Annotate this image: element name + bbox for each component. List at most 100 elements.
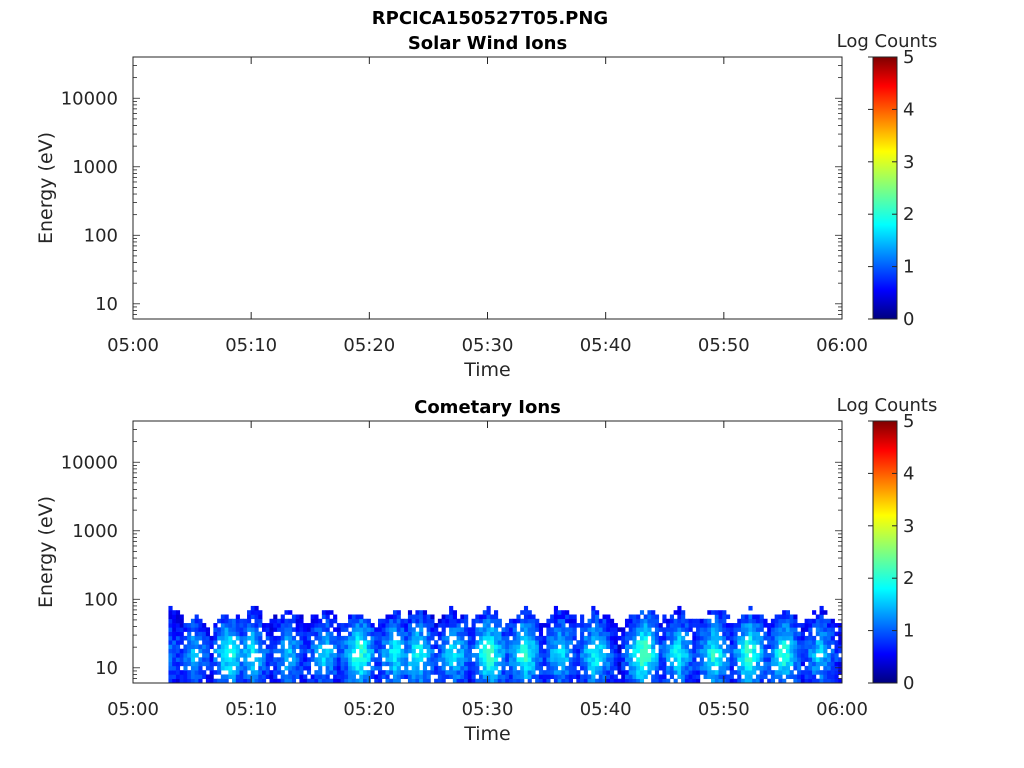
spectrogram-cell bbox=[284, 635, 289, 641]
spectrogram-cell bbox=[729, 665, 734, 671]
spectrogram-cell bbox=[583, 640, 588, 645]
spectrogram-cell bbox=[770, 661, 776, 667]
spectrogram-cell bbox=[740, 665, 746, 671]
spectrogram-cell bbox=[808, 648, 813, 654]
spectrogram-cell bbox=[490, 644, 495, 650]
spectrogram-cell bbox=[752, 627, 757, 632]
spectrogram-cell bbox=[505, 644, 510, 650]
spectrogram-cell bbox=[378, 661, 383, 667]
spectrogram-cell bbox=[336, 678, 341, 684]
spectrogram-cell bbox=[782, 657, 787, 662]
spectrogram-cell bbox=[624, 635, 630, 641]
spectrogram-cell bbox=[520, 623, 525, 628]
spectrogram-cell bbox=[669, 661, 675, 667]
spectrogram-cell bbox=[662, 631, 667, 637]
spectrogram-cell bbox=[595, 631, 600, 637]
spectrogram-cell bbox=[381, 670, 386, 675]
spectrogram-cell bbox=[602, 670, 607, 675]
spectrogram-cell bbox=[392, 610, 398, 615]
spectrogram-cell bbox=[194, 618, 199, 624]
spectrogram-cell bbox=[351, 623, 356, 628]
spectrogram-cell bbox=[497, 670, 502, 675]
spectrogram-cell bbox=[827, 644, 832, 650]
spectrogram-cell bbox=[284, 623, 289, 628]
spectrogram-cell bbox=[546, 670, 551, 675]
spectrogram-cell bbox=[572, 627, 577, 632]
spectrogram-cell bbox=[561, 631, 566, 637]
spectrogram-cell bbox=[456, 623, 461, 628]
spectrogram-cell bbox=[291, 674, 297, 680]
spectrogram-cell bbox=[434, 631, 439, 637]
spectrogram-cell bbox=[797, 640, 802, 645]
spectrogram-cell bbox=[325, 623, 330, 628]
spectrogram-cell bbox=[800, 657, 805, 662]
spectrogram-cell bbox=[247, 678, 252, 684]
spectrogram-cell bbox=[258, 644, 263, 650]
spectrogram-cell bbox=[546, 678, 551, 684]
spectrogram-cell bbox=[303, 661, 308, 667]
spectrogram-cell bbox=[460, 618, 465, 624]
spectrogram-cell bbox=[183, 635, 188, 641]
spectrogram-cell bbox=[550, 665, 555, 671]
spectrogram-cell bbox=[344, 657, 349, 662]
spectrogram-cell bbox=[306, 623, 312, 628]
spectrogram-cell bbox=[179, 627, 184, 632]
spectrogram-cell bbox=[520, 670, 525, 675]
spectrogram-cell bbox=[419, 618, 424, 624]
spectrogram-cell bbox=[404, 657, 409, 662]
spectrogram-cell bbox=[220, 640, 225, 645]
spectrogram-cell bbox=[258, 631, 263, 637]
spectrogram-cell bbox=[415, 614, 420, 620]
spectrogram-cell bbox=[542, 657, 547, 662]
spectrogram-cell bbox=[340, 640, 345, 645]
spectrogram-cell bbox=[172, 670, 177, 675]
spectrogram-cell bbox=[460, 665, 465, 671]
spectrogram-cell bbox=[546, 623, 551, 628]
spectrogram-cell bbox=[770, 648, 776, 654]
spectrogram-cell bbox=[318, 657, 323, 662]
spectrogram-cell bbox=[243, 678, 248, 684]
spectrogram-cell bbox=[838, 670, 843, 675]
spectrogram-cell bbox=[696, 618, 701, 624]
spectrogram-cell bbox=[535, 661, 540, 667]
y-tick-label: 1000 bbox=[72, 521, 118, 542]
spectrogram-cell bbox=[815, 618, 820, 624]
spectrogram-cell bbox=[591, 670, 596, 675]
spectrogram-cell bbox=[699, 657, 704, 662]
spectrogram-cell bbox=[359, 644, 364, 650]
spectrogram-cell bbox=[464, 618, 469, 624]
spectrogram-cell bbox=[284, 610, 289, 615]
spectrogram-cell bbox=[187, 674, 192, 680]
spectrogram-cell bbox=[179, 640, 184, 645]
spectrogram-cell bbox=[748, 605, 753, 611]
spectrogram-cell bbox=[190, 648, 196, 654]
spectrogram-cell bbox=[475, 640, 480, 645]
spectrogram-cell bbox=[793, 644, 798, 650]
spectrogram-cell bbox=[202, 661, 207, 667]
spectrogram-cell bbox=[434, 640, 439, 645]
spectrogram-cell bbox=[490, 614, 495, 620]
spectrogram-cell bbox=[426, 623, 431, 628]
spectrogram-cell bbox=[437, 623, 443, 628]
spectrogram-cell bbox=[479, 618, 484, 624]
spectrogram-cell bbox=[711, 661, 716, 667]
spectrogram-cell bbox=[759, 640, 764, 645]
spectrogram-cell bbox=[419, 610, 424, 615]
spectrogram-cell bbox=[595, 614, 600, 620]
spectrogram-cell bbox=[426, 644, 431, 650]
spectrogram-cell bbox=[217, 661, 222, 667]
spectrogram-cell bbox=[445, 618, 450, 624]
spectrogram-cell bbox=[220, 678, 225, 684]
spectrogram-cell bbox=[344, 648, 349, 654]
spectrogram-cell bbox=[632, 640, 637, 645]
spectrogram-cell bbox=[205, 644, 211, 650]
spectrogram-cell bbox=[591, 631, 596, 637]
spectrogram-cell bbox=[553, 657, 559, 662]
spectrogram-cell bbox=[591, 627, 596, 632]
spectrogram-cell bbox=[273, 614, 278, 620]
spectrogram-cell bbox=[378, 644, 383, 650]
spectrogram-cell bbox=[707, 670, 712, 675]
spectrogram-cell bbox=[797, 665, 802, 671]
spectrogram-cell bbox=[804, 644, 809, 650]
spectrogram-cell bbox=[737, 674, 742, 680]
